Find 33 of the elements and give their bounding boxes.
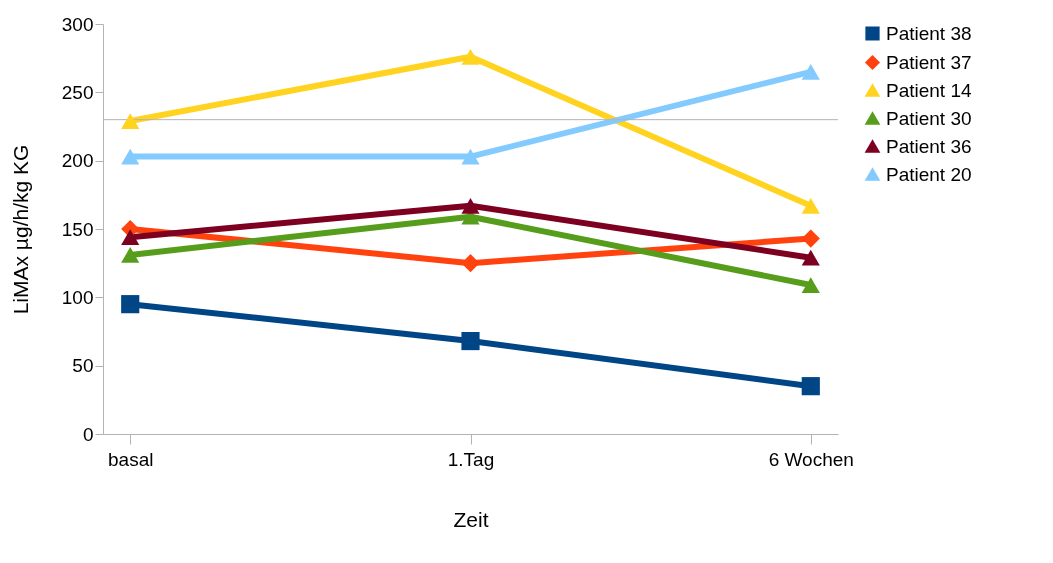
point bbox=[801, 377, 820, 396]
x-tick-label: basal bbox=[108, 448, 154, 470]
legend-label: Patient 30 bbox=[886, 107, 972, 129]
point bbox=[801, 63, 820, 80]
y-tick-label: 100 bbox=[61, 286, 94, 308]
x-tick-label: 1.Tag bbox=[447, 448, 495, 470]
x-tick-label: 6 Wochen bbox=[768, 448, 854, 470]
y-tick-label: 250 bbox=[61, 81, 94, 103]
point bbox=[121, 229, 140, 246]
legend-label: Patient 37 bbox=[886, 51, 972, 73]
point bbox=[121, 295, 140, 314]
point bbox=[461, 197, 480, 214]
y-tick-label: 200 bbox=[61, 150, 94, 172]
legend-label: Patient 14 bbox=[886, 79, 972, 101]
point bbox=[121, 113, 140, 129]
point bbox=[801, 277, 820, 293]
point bbox=[121, 148, 140, 165]
y-tick-label: 150 bbox=[61, 218, 94, 240]
point bbox=[801, 249, 820, 266]
x-axis-title: Zeit bbox=[453, 507, 489, 531]
legend-label: Patient 20 bbox=[886, 163, 972, 185]
point bbox=[801, 197, 820, 214]
y-tick-label: 50 bbox=[72, 355, 94, 377]
y-tick-label: 0 bbox=[82, 423, 94, 445]
y-axis-title: LiMAx µg/h/kg KG bbox=[8, 144, 32, 315]
point bbox=[461, 331, 480, 351]
point bbox=[461, 254, 480, 273]
legend-label: Patient 36 bbox=[886, 135, 972, 157]
legend-label: Patient 38 bbox=[886, 22, 972, 44]
point bbox=[461, 48, 480, 65]
y-tick-label: 300 bbox=[61, 13, 94, 35]
point bbox=[461, 148, 480, 165]
point bbox=[121, 247, 140, 263]
